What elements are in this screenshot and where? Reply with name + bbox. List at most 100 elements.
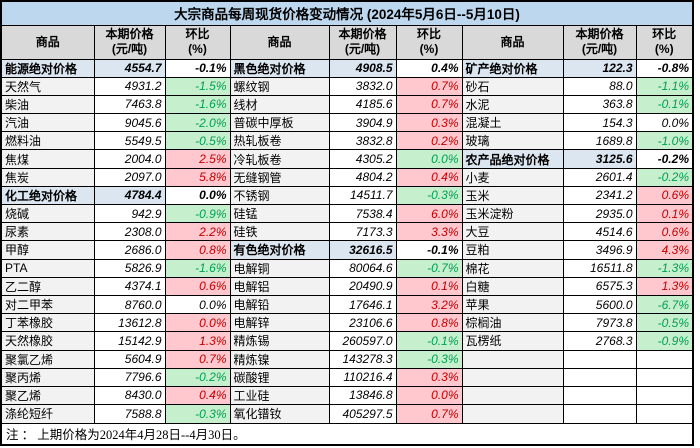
commodity-name-cell: 电解锌 [229,313,330,333]
price-cell: 15142.9 [93,331,166,351]
price-cell: 154.3 [562,113,637,133]
col-header-change-2: 环比 (%) [395,24,463,60]
change-cell: 0.0% [164,185,231,206]
change-cell [635,385,694,406]
commodity-name-cell: 涤纶短纤 [0,404,95,424]
change-cell: 0.6% [164,276,231,296]
change-cell: -0.2% [164,367,231,387]
table-row: 天然气 4931.2 -1.5% 螺纹钢 3832.0 0.7% 砂石 88.0 -1.1% [0,76,694,96]
change-cell: 1.3% [164,331,231,351]
change-cell: 0.0% [395,149,463,169]
commodity-name-cell: 聚丙烯 [0,367,95,387]
price-cell: 5826.9 [93,258,166,278]
price-cell: 4908.5 [328,58,397,78]
commodity-name-cell: 工业硅 [229,385,330,406]
commodity-name-cell: 白糖 [461,276,564,296]
commodity-name-cell: 豆粕 [461,240,564,260]
table-row: 尿素 2308.0 2.2% 硅铁 7173.3 3.3% 大豆 4514.6 0.6% [0,222,694,242]
change-cell: 0.3% [395,113,463,133]
commodity-name-cell: 丁苯橡胶 [0,313,95,333]
price-cell: 7796.6 [93,367,166,387]
price-cell: 3125.6 [562,149,637,169]
price-cell: 3832.0 [328,76,397,96]
commodity-name-cell: 焦煤 [0,149,95,169]
price-cell: 13612.8 [93,313,166,333]
commodity-name-cell: 烧碱 [0,203,95,224]
commodity-name-cell: 螺纹钢 [229,76,330,96]
change-cell [635,404,694,424]
commodity-name-cell: PTA [0,258,95,278]
commodity-name-cell: 精炼镍 [229,349,330,369]
col-header-change-3: 环比 (%) [635,24,694,60]
commodity-name-cell: 燃料油 [0,131,95,151]
footnote-row: 注 ： 上期价格为2024年4月28日--4月30日。 [0,422,694,446]
col-header-product-2: 商品 [229,24,330,60]
commodity-name-cell: 乙二醇 [0,276,95,296]
price-cell: 3904.9 [328,113,397,133]
price-cell [562,349,637,369]
change-cell: -0.9% [164,203,231,224]
table-row: 能源绝对价格 4554.7 -0.1% 黑色绝对价格 4908.5 0.4% 矿产绝对价格 1… [0,58,694,78]
table-row: 聚氯乙烯 5604.9 0.7% 精炼镍 143278.3 -0.3% [0,349,694,369]
price-cell: 942.9 [93,203,166,224]
table-row: PTA 5826.9 -1.6% 电解铜 80064.6 -0.7% 棉花 16511.8 -1… [0,258,694,278]
table-row: 柴油 7463.8 -1.6% 线材 4185.6 0.7% 水泥 363.8 -0.1% [0,94,694,115]
change-cell: 0.2% [395,131,463,151]
price-cell: 3496.9 [562,240,637,260]
change-cell: 0.4% [395,58,463,78]
table-row: 汽油 9045.6 -2.0% 普碳中厚板 3904.9 0.3% 混凝土 154.3 0.0% [0,113,694,133]
commodity-name-cell: 对二甲苯 [0,294,95,315]
table-body: 能源绝对价格 4554.7 -0.1% 黑色绝对价格 4908.5 0.4% 矿产绝对价格 1… [0,58,694,424]
change-cell: -0.5% [164,131,231,151]
change-cell: -0.2% [635,167,694,187]
commodity-name-cell: 氧化镨钕 [229,404,330,424]
title-row: 大宗商品每周现货价格变动情况 (2024年5月6日--5月10日) [0,0,694,26]
commodity-name-cell: 化工绝对价格 [0,185,95,206]
table-row: 烧碱 942.9 -0.9% 硅锰 7538.4 6.0% 玉米淀粉 2935.0 0.1% [0,203,694,224]
change-cell: -0.1% [395,240,463,260]
commodity-name-cell: 电解铝 [229,276,330,296]
commodity-name-cell: 棉花 [461,258,564,278]
price-cell: 4514.6 [562,222,637,242]
page-title: 大宗商品每周现货价格变动情况 (2024年5月6日--5月10日) [0,0,694,26]
change-cell: 0.7% [395,404,463,424]
change-cell: -1.0% [635,131,694,151]
change-cell: 2.5% [164,149,231,169]
price-cell: 7588.8 [93,404,166,424]
price-cell [562,385,637,406]
price-cell: 7173.3 [328,222,397,242]
table-row: 焦煤 2004.0 2.5% 冷轧板卷 4305.2 0.0% 农产品绝对价格 3125.6-… [0,149,694,169]
col-header-price-3: 本期价格 (元/吨) [562,24,637,60]
price-cell: 9045.6 [93,113,166,133]
price-cell: 2601.4 [562,167,637,187]
col-header-product-1: 商品 [0,24,95,60]
commodity-name-cell: 碳酸锂 [229,367,330,387]
commodity-name-cell [461,385,564,406]
price-cell: 143278.3 [328,349,397,369]
commodity-name-cell: 玉米 [461,185,564,206]
commodity-name-cell: 线材 [229,94,330,115]
price-cell: 8430.0 [93,385,166,406]
price-cell: 4554.7 [93,58,166,78]
commodity-name-cell: 焦炭 [0,167,95,187]
commodity-name-cell: 棕榈油 [461,313,564,333]
commodity-name-cell: 精炼锡 [229,331,330,351]
commodity-name-cell: 电解铅 [229,294,330,315]
price-cell: 17646.1 [328,294,397,315]
table-row: 涤纶短纤 7588.8 -0.3% 氧化镨钕 405297.5 0.7% [0,404,694,424]
change-cell: 0.7% [395,76,463,96]
change-cell: 0.4% [395,167,463,187]
commodity-name-cell: 无缝钢管 [229,167,330,187]
change-cell: 2.2% [164,222,231,242]
price-cell: 2004.0 [93,149,166,169]
table-row: 燃料油 5549.5 -0.5% 热轧板卷 3832.8 0.2% 玻璃 1689.8 -1.0… [0,131,694,151]
price-cell: 14511.7 [328,185,397,206]
change-cell: -1.6% [164,94,231,115]
commodity-name-cell: 水泥 [461,94,564,115]
commodity-name-cell: 甲醇 [0,240,95,260]
price-cell: 80064.6 [328,258,397,278]
change-cell: 0.1% [395,276,463,296]
table-row: 焦炭 2097.0 5.8% 无缝钢管 4804.2 0.4% 小麦 2601.4 -0.2% [0,167,694,187]
change-cell: 0.3% [395,367,463,387]
